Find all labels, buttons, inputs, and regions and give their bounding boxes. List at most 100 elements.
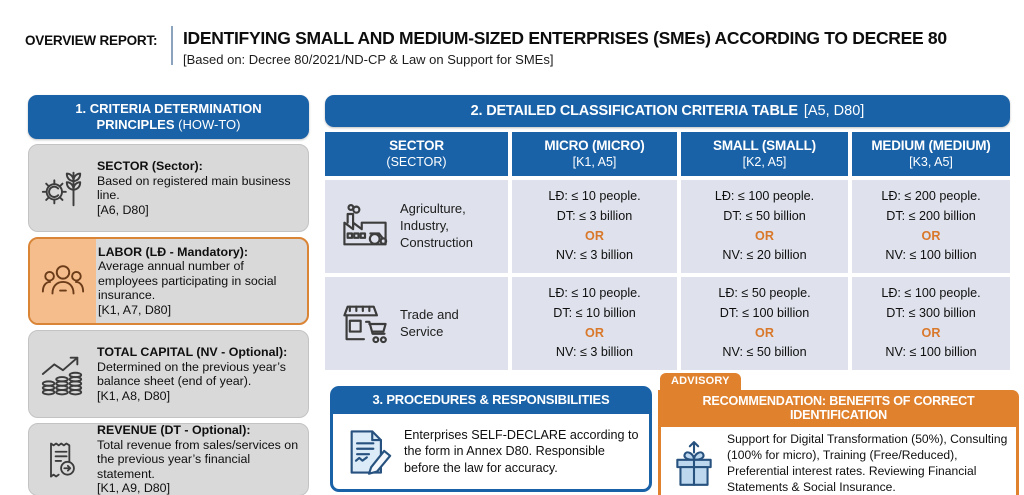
column-header-line2: [K2, A5]	[742, 154, 787, 169]
capital-limit: NV: ≤ 50 billion	[722, 345, 807, 360]
people-group-icon	[30, 239, 96, 323]
principle-body: Total revenue from sales/services on the…	[97, 437, 299, 481]
principles-title-line1: 1. CRITERIA DETERMINATION	[75, 101, 262, 116]
column-header-line1: MICRO (MICRO)	[544, 137, 645, 153]
classification-table-title: 2. DETAILED CLASSIFICATION CRITERIA TABL…	[325, 95, 1010, 127]
revenue-limit: DT: ≤ 50 billion	[723, 208, 806, 223]
title-block: IDENTIFYING SMALL AND MEDIUM-SIZED ENTER…	[183, 24, 947, 67]
principles-panel: 1. CRITERIA DETERMINATION PRINCIPLES (HO…	[28, 95, 309, 495]
receipt-arrow-icon	[29, 424, 95, 495]
procedures-title: 3. PROCEDURES & RESPONSIBILITIES	[330, 386, 652, 414]
table-row-agriculture-sector-cell: Agriculture, Industry, Construction	[325, 180, 508, 273]
revenue-limit: DT: ≤ 10 billion	[553, 305, 636, 320]
principle-item-text: SECTOR (Sector): Based on registered mai…	[95, 155, 308, 221]
column-header-line1: SMALL (SMALL)	[713, 137, 816, 153]
document-pencil-icon	[343, 426, 395, 478]
or-label: OR	[755, 325, 774, 340]
capital-limit: NV: ≤ 3 billion	[555, 345, 634, 360]
capital-limit: NV: ≤ 100 billion	[885, 248, 977, 263]
table-cell-trade-medium: LĐ: ≤ 100 people. DT: ≤ 300 billion OR N…	[852, 277, 1010, 370]
table-title-ref: [A5, D80]	[803, 103, 865, 119]
column-header-medium: MEDIUM (MEDIUM) [K3, A5]	[852, 132, 1010, 176]
principle-item-total-capital: TOTAL CAPITAL (NV - Optional): Determine…	[28, 330, 309, 418]
report-header: OVERVIEW REPORT: IDENTIFYING SMALL AND M…	[25, 24, 1014, 67]
header-divider	[171, 26, 173, 65]
labor-limit: LĐ: ≤ 100 people.	[714, 189, 815, 204]
principle-heading: LABOR (LĐ - Mandatory):	[98, 244, 249, 259]
advisory-tab: ADVISORY	[660, 373, 741, 390]
principle-item-revenue: REVENUE (DT - Optional): Total revenue f…	[28, 423, 309, 495]
table-cell-trade-micro: LĐ: ≤ 10 people. DT: ≤ 10 billion OR NV:…	[512, 277, 677, 370]
labor-limit: LĐ: ≤ 10 people.	[548, 189, 641, 204]
storefront-cart-icon	[339, 298, 391, 350]
or-label: OR	[921, 325, 941, 340]
advisory-title: RECOMMENDATION: BENEFITS OF CORRECT IDEN…	[658, 390, 1019, 427]
principle-item-sector: SECTOR (Sector): Based on registered mai…	[28, 144, 309, 232]
table-cell-trade-small: LĐ: ≤ 50 people. DT: ≤ 100 billion OR NV…	[681, 277, 848, 370]
principle-ref: [K1, A7, D80]	[98, 302, 172, 317]
capital-limit: NV: ≤ 100 billion	[885, 345, 977, 360]
gear-wheat-icon	[29, 145, 95, 231]
or-label: OR	[585, 228, 604, 243]
principle-ref: [A6, D80]	[97, 202, 149, 217]
revenue-limit: DT: ≤ 200 billion	[886, 208, 976, 223]
principle-item-labor: LABOR (LĐ - Mandatory): Average annual n…	[28, 237, 309, 325]
revenue-limit: DT: ≤ 100 billion	[719, 305, 810, 320]
principle-heading: REVENUE (DT - Optional):	[97, 423, 251, 438]
table-title-main: 2. DETAILED CLASSIFICATION CRITERIA TABL…	[470, 103, 798, 119]
classification-grid: SECTOR (SECTOR) MICRO (MICRO) [K1, A5] S…	[325, 132, 1010, 370]
sector-label: Trade and Service	[400, 306, 459, 339]
classification-table-panel: 2. DETAILED CLASSIFICATION CRITERIA TABL…	[325, 95, 1010, 370]
column-header-line1: SECTOR	[389, 137, 444, 153]
column-header-micro: MICRO (MICRO) [K1, A5]	[512, 132, 677, 176]
labor-limit: LĐ: ≤ 100 people.	[881, 286, 981, 301]
table-cell-agriculture-small: LĐ: ≤ 100 people. DT: ≤ 50 billion OR NV…	[681, 180, 848, 273]
capital-limit: NV: ≤ 3 billion	[555, 248, 634, 263]
procedures-text: Enterprises SELF-DECLARE according to th…	[404, 427, 639, 475]
principle-item-text: LABOR (LĐ - Mandatory): Average annual n…	[96, 241, 307, 322]
column-header-line1: MEDIUM (MEDIUM)	[871, 137, 991, 153]
principle-heading: SECTOR (Sector):	[97, 159, 203, 173]
principle-body: Determined on the previous year’s balanc…	[97, 359, 286, 389]
gift-icon	[669, 439, 719, 489]
principles-title-rest: (HOW-TO)	[178, 117, 241, 133]
principle-ref: [K1, A8, D80]	[97, 388, 171, 403]
column-header-line2: [K3, A5]	[909, 154, 953, 169]
or-label: OR	[585, 325, 604, 340]
procedures-body: Enterprises SELF-DECLARE according to th…	[330, 414, 652, 492]
sector-label: Agriculture, Industry, Construction	[400, 201, 473, 250]
revenue-limit: DT: ≤ 300 billion	[886, 305, 976, 320]
page-title: IDENTIFYING SMALL AND MEDIUM-SIZED ENTER…	[183, 28, 947, 48]
principle-body: Average annual number of employees parti…	[98, 259, 277, 303]
principle-item-text: REVENUE (DT - Optional): Total revenue f…	[95, 423, 308, 495]
column-header-sector: SECTOR (SECTOR)	[325, 132, 508, 176]
page-subtitle: [Based on: Decree 80/2021/ND-CP & Law on…	[183, 52, 554, 67]
labor-limit: LĐ: ≤ 200 people.	[881, 189, 981, 204]
or-label: OR	[921, 228, 941, 243]
column-header-line2: [K1, A5]	[572, 154, 617, 169]
advisory-text: Support for Digital Transformation (50%)…	[727, 432, 1008, 494]
advisory-panel: ADVISORY RECOMMENDATION: BENEFITS OF COR…	[658, 371, 1019, 495]
or-label: OR	[755, 228, 774, 243]
revenue-limit: DT: ≤ 3 billion	[556, 208, 633, 223]
principle-body: Based on registered main business line.	[97, 173, 291, 203]
column-header-line2: (SECTOR)	[386, 154, 447, 169]
principles-title-strong: PRINCIPLES	[96, 117, 175, 133]
principle-ref: [K1, A9, D80]	[97, 481, 171, 495]
coins-growth-icon	[29, 331, 95, 417]
capital-limit: NV: ≤ 20 billion	[722, 248, 807, 263]
procedures-panel: 3. PROCEDURES & RESPONSIBILITIES Enterpr…	[330, 386, 652, 492]
factory-icon	[339, 201, 391, 253]
table-row-trade-sector-cell: Trade and Service	[325, 277, 508, 370]
advisory-body: Support for Digital Transformation (50%)…	[658, 427, 1019, 495]
principles-title-line2: PRINCIPLES (HOW-TO)	[32, 117, 305, 133]
column-header-small: SMALL (SMALL) [K2, A5]	[681, 132, 848, 176]
principles-panel-title: 1. CRITERIA DETERMINATION PRINCIPLES (HO…	[28, 95, 309, 139]
table-cell-agriculture-medium: LĐ: ≤ 200 people. DT: ≤ 200 billion OR N…	[852, 180, 1010, 273]
principle-heading: TOTAL CAPITAL (NV - Optional):	[97, 345, 288, 359]
labor-limit: LĐ: ≤ 50 people.	[718, 286, 811, 301]
table-cell-agriculture-micro: LĐ: ≤ 10 people. DT: ≤ 3 billion OR NV: …	[512, 180, 677, 273]
labor-limit: LĐ: ≤ 10 people.	[548, 286, 641, 301]
report-kicker: OVERVIEW REPORT:	[25, 33, 158, 48]
